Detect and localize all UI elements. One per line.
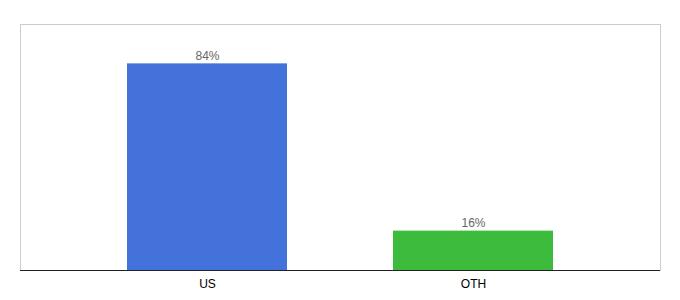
svg-text:16%: 16% <box>461 216 485 230</box>
svg-text:OTH: OTH <box>461 277 486 291</box>
svg-text:84%: 84% <box>195 49 219 63</box>
svg-text:US: US <box>199 277 216 291</box>
